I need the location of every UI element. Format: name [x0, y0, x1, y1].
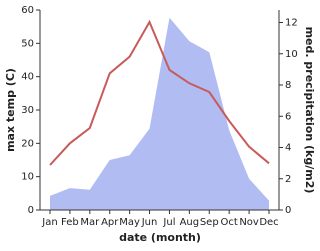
area — [50, 17, 269, 210]
chart: date (month) max temp (C) med. precipita… — [4, 5, 316, 244]
x-axis-label: date (month) — [119, 231, 201, 244]
y-tick-label: 40 — [21, 72, 34, 83]
x-tick-label: Feb — [61, 217, 79, 228]
x-tick-label: Jul — [162, 217, 175, 228]
x-tick-label: Apr — [101, 217, 119, 228]
y2-tick-label: 2 — [285, 174, 291, 185]
y2-axis-label: med. precipitation (kg/m2) — [303, 27, 316, 194]
y2-tick-label: 4 — [285, 143, 291, 154]
y-tick-label: 10 — [21, 172, 34, 183]
x-tick-label: Aug — [180, 217, 200, 228]
y-axis-label: max temp (C) — [4, 68, 17, 152]
y2-tick-label: 6 — [285, 111, 291, 122]
y-tick-label: 30 — [21, 105, 34, 116]
y2-tick-label: 8 — [285, 80, 291, 91]
x-tick-label: May — [119, 217, 140, 228]
x-tick-label: Nov — [239, 217, 259, 228]
line — [49, 19, 270, 166]
y2-tick-label: 12 — [285, 18, 298, 29]
y-tick-label: 50 — [21, 38, 34, 49]
x-tick-label: Oct — [221, 217, 238, 228]
x-tick-label: Jan — [41, 217, 57, 228]
y2-tick-label: 10 — [285, 49, 298, 60]
y-tick-label: 0 — [28, 205, 34, 216]
x-tick-label: Sep — [200, 217, 219, 228]
y-tick-label: 60 — [21, 5, 34, 16]
x-tick-label: Dec — [259, 217, 278, 228]
y-tick-label: 20 — [21, 138, 34, 149]
y2-tick-label: 0 — [285, 205, 291, 216]
x-tick-label: Jun — [141, 217, 158, 228]
x-tick-label: Mar — [80, 217, 100, 228]
